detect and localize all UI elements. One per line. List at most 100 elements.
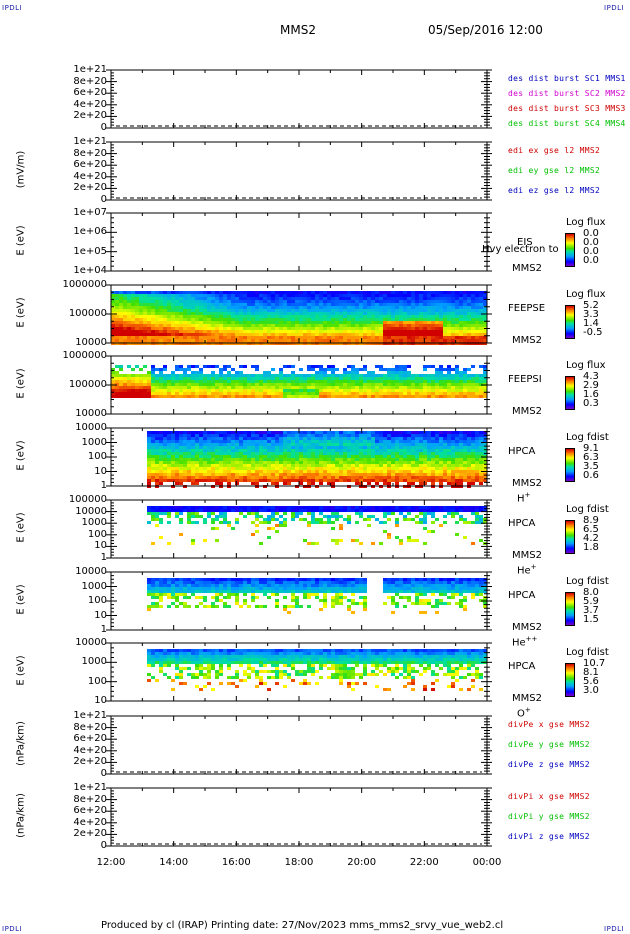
p6-spectrogram-cell <box>295 443 299 446</box>
p4-spectrogram-cell <box>111 339 115 342</box>
p4-spectrogram-cell <box>351 303 355 306</box>
p4-spectrogram-cell <box>319 300 323 303</box>
p4-spectrogram-cell <box>283 318 287 321</box>
p6-spectrogram-cell <box>399 461 403 464</box>
p5-spectrogram-cell <box>463 380 467 383</box>
p7-spectrogram-cell <box>199 506 203 509</box>
p5-spectrogram-cell <box>151 392 155 395</box>
p5-spectrogram-cell <box>451 392 455 395</box>
p5-spectrogram-cell <box>291 374 295 377</box>
p5-spectrogram-cell <box>279 392 283 395</box>
p4-spectrogram-cell <box>359 312 363 315</box>
p6-spectrogram-cell <box>183 437 187 440</box>
p8-spectrogram-cell <box>163 584 167 587</box>
p5-spectrogram-cell <box>427 374 431 377</box>
p6-spectrogram-cell <box>303 464 307 467</box>
p6-spectrogram-cell <box>283 479 287 482</box>
p6-spectrogram-cell <box>259 440 263 443</box>
p4-spectrogram-cell <box>283 339 287 342</box>
p6-spectrogram-cell <box>267 449 271 452</box>
p4-spectrogram-cell <box>335 303 339 306</box>
p5-spectrogram-cell <box>455 380 459 383</box>
p5-spectrogram-cell <box>191 386 195 389</box>
p4-spectrogram-cell <box>203 315 207 318</box>
p6-spectrogram-cell <box>159 461 163 464</box>
p7-spectrogram-cell <box>423 542 427 545</box>
p5-spectrogram-cell <box>395 389 399 392</box>
p4-spectrogram-cell <box>163 309 167 312</box>
p5-spectrogram-cell <box>475 386 479 389</box>
p6-spectrogram-cell <box>323 467 327 470</box>
p6-spectrogram-cell <box>451 479 455 482</box>
p4-spectrogram-cell <box>451 291 455 294</box>
p6-spectrogram-cell <box>419 482 423 485</box>
p4-spectrogram-cell <box>303 291 307 294</box>
p6-spectrogram-cell <box>411 449 415 452</box>
p4-spectrogram-cell <box>459 294 463 297</box>
p5-spectrogram-cell <box>287 383 291 386</box>
p7-spectrogram-cell <box>419 518 423 521</box>
p6-spectrogram-cell <box>323 431 327 434</box>
p5-spectrogram-cell <box>307 374 311 377</box>
p6-spectrogram-cell <box>427 437 431 440</box>
p4-spectrogram-cell <box>243 339 247 342</box>
p6-spectrogram-cell <box>203 440 207 443</box>
p5-spectrogram-cell <box>347 395 351 398</box>
p4-spectrogram-cell <box>463 333 467 336</box>
p5-spectrogram-cell <box>151 380 155 383</box>
p4-spectrogram-cell <box>299 339 303 342</box>
p7-spectrogram-cell <box>367 515 371 518</box>
p6-spectrogram-cell <box>287 479 291 482</box>
p6-spectrogram-cell <box>219 476 223 479</box>
p7-spectrogram-cell <box>403 509 407 512</box>
p6-spectrogram-cell <box>351 440 355 443</box>
p4-spectrogram-cell <box>451 327 455 330</box>
p7-spectrogram-cell <box>191 521 195 524</box>
p7-spectrogram-cell <box>467 506 471 509</box>
p6-spectrogram-cell <box>243 449 247 452</box>
p4-spectrogram-cell <box>175 318 179 321</box>
p7-spectrogram-cell <box>407 539 411 542</box>
p6-spectrogram-cell <box>391 461 395 464</box>
p5-spectrogram-cell <box>447 392 451 395</box>
p4-spectrogram-cell <box>379 315 383 318</box>
p4-spectrogram-cell <box>163 333 167 336</box>
p6-spectrogram-cell <box>303 473 307 476</box>
p4-spectrogram-cell <box>475 315 479 318</box>
p5-spectrogram-cell <box>403 368 407 371</box>
p5-spectrogram-cell <box>459 392 463 395</box>
p4-spectrogram-cell <box>431 339 435 342</box>
p6-spectrogram-cell <box>199 446 203 449</box>
p7-spectrogram-cell <box>283 518 287 521</box>
p6-spectrogram-cell <box>219 464 223 467</box>
p4-spectrogram-cell <box>379 327 383 330</box>
p4-spectrogram-cell <box>411 330 415 333</box>
p6-spectrogram-cell <box>323 437 327 440</box>
p6-spectrogram-cell <box>203 449 207 452</box>
p6-spectrogram-cell <box>203 458 207 461</box>
p6-spectrogram-cell <box>335 440 339 443</box>
p5-spectrogram-cell <box>167 377 171 380</box>
p5-spectrogram-cell <box>387 380 391 383</box>
p6-spectrogram-cell <box>223 446 227 449</box>
p5-spectrogram-cell <box>263 392 267 395</box>
p5-spectrogram-cell <box>167 389 171 392</box>
p6-spectrogram-cell <box>375 458 379 461</box>
p4-spectrogram-cell <box>387 306 391 309</box>
p4-spectrogram-cell <box>135 339 139 342</box>
p6-spectrogram-cell <box>231 464 235 467</box>
p4-spectrogram-cell <box>315 306 319 309</box>
p7-spectrogram-cell <box>387 533 391 536</box>
p5-spectrogram-cell <box>199 377 203 380</box>
p4-spectrogram-cell <box>231 333 235 336</box>
p4-spectrogram-cell <box>223 297 227 300</box>
p4-spectrogram-cell <box>351 336 355 339</box>
p6-spectrogram-cell <box>327 443 331 446</box>
p4-spectrogram-cell <box>467 312 471 315</box>
p4-spectrogram-cell <box>335 327 339 330</box>
p6-spectrogram-cell <box>459 452 463 455</box>
p5-spectrogram-cell <box>223 383 227 386</box>
p4-spectrogram-cell <box>295 330 299 333</box>
p4-spectrogram-cell <box>327 327 331 330</box>
p6-spectrogram-cell <box>427 458 431 461</box>
